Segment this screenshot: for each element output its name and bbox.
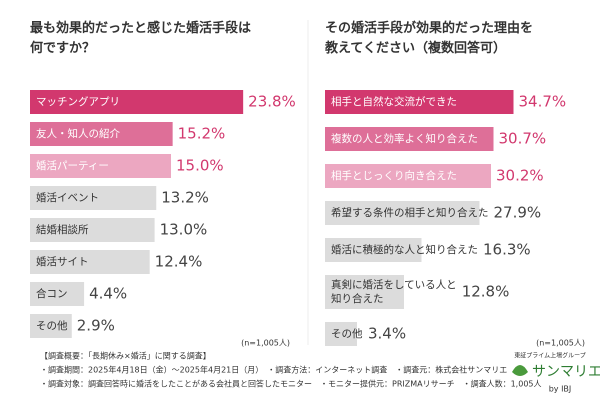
logo-group: 東証プライム上場グループ	[514, 352, 586, 360]
bar	[325, 127, 494, 151]
bar	[325, 322, 357, 346]
category-label: 希望する条件の相手と知り合えた	[331, 206, 489, 219]
sample-note: (n=1,005人)	[241, 339, 290, 348]
value-label: 34.7%	[519, 93, 567, 111]
bar	[325, 164, 491, 188]
chart-title: 最も効果的だったと感じた婚活手段は何ですか？	[30, 20, 251, 56]
category-label: 婚活イベント	[36, 191, 99, 204]
bar	[30, 314, 72, 338]
value-label: 3.4%	[368, 325, 406, 343]
category-label: 婚活に積極的な人と知り合えた	[331, 243, 478, 256]
bar	[325, 275, 404, 309]
value-label: 2.9%	[77, 317, 115, 335]
bar	[30, 186, 157, 210]
bar	[30, 282, 85, 306]
category-label: 婚活パーティー	[36, 159, 109, 172]
value-label: 30.2%	[496, 167, 544, 185]
bar	[30, 154, 171, 178]
footer-line: ・調査対象：調査回答時に婚活をしたことがある会社員と回答したモニター ・モニター…	[40, 379, 542, 389]
category-label: 友人・知人の紹介	[36, 127, 120, 140]
logo-by: by IBJ	[549, 385, 572, 394]
value-label: 4.4%	[89, 285, 127, 303]
value-label: 23.8%	[248, 93, 296, 111]
category-label: 複数の人と効率よく知り合えた	[331, 132, 478, 145]
bar	[325, 238, 422, 262]
value-label: 13.2%	[161, 189, 209, 207]
logo-icon	[512, 365, 528, 376]
category-label: 合コン	[36, 287, 68, 300]
logo-brand: サンマリエ	[532, 364, 600, 380]
category-label: 相手と自然な交流ができた	[331, 95, 457, 108]
bar	[30, 250, 150, 274]
category-label: その他	[36, 319, 68, 332]
sample-note: (n=1,005人)	[536, 339, 585, 348]
category-label: 結婚相談所	[36, 223, 89, 236]
bar	[325, 90, 514, 114]
category-label: 婚活サイト	[36, 255, 89, 268]
category-label: その他	[331, 327, 363, 340]
bar	[30, 122, 173, 146]
category-label: 真剣に婚活をしている人と知り合えた	[331, 278, 457, 305]
category-label: マッチングアプリ	[36, 95, 120, 108]
category-label: 相手とじっくり向き合えた	[331, 169, 457, 182]
bar	[30, 218, 155, 242]
bar	[30, 90, 244, 114]
value-label: 13.0%	[160, 221, 208, 239]
footer-line: 【調査概要：「長期休み×婚活」に関する調査】	[40, 351, 211, 361]
value-label: 15.2%	[178, 125, 226, 143]
value-label: 30.7%	[499, 130, 547, 148]
value-label: 27.9%	[494, 204, 542, 222]
chart-title: その婚活手段が効果的だった理由を教えてください（複数回答可）	[324, 20, 533, 56]
bar	[325, 201, 480, 225]
value-label: 12.8%	[462, 283, 510, 301]
value-label: 16.3%	[483, 241, 531, 259]
value-label: 15.0%	[176, 157, 224, 175]
value-label: 12.4%	[155, 253, 203, 271]
footer-line: ・調査期間：2025年4月18日（金）～2025年4月21日（月） ・調査方法：…	[40, 365, 507, 375]
